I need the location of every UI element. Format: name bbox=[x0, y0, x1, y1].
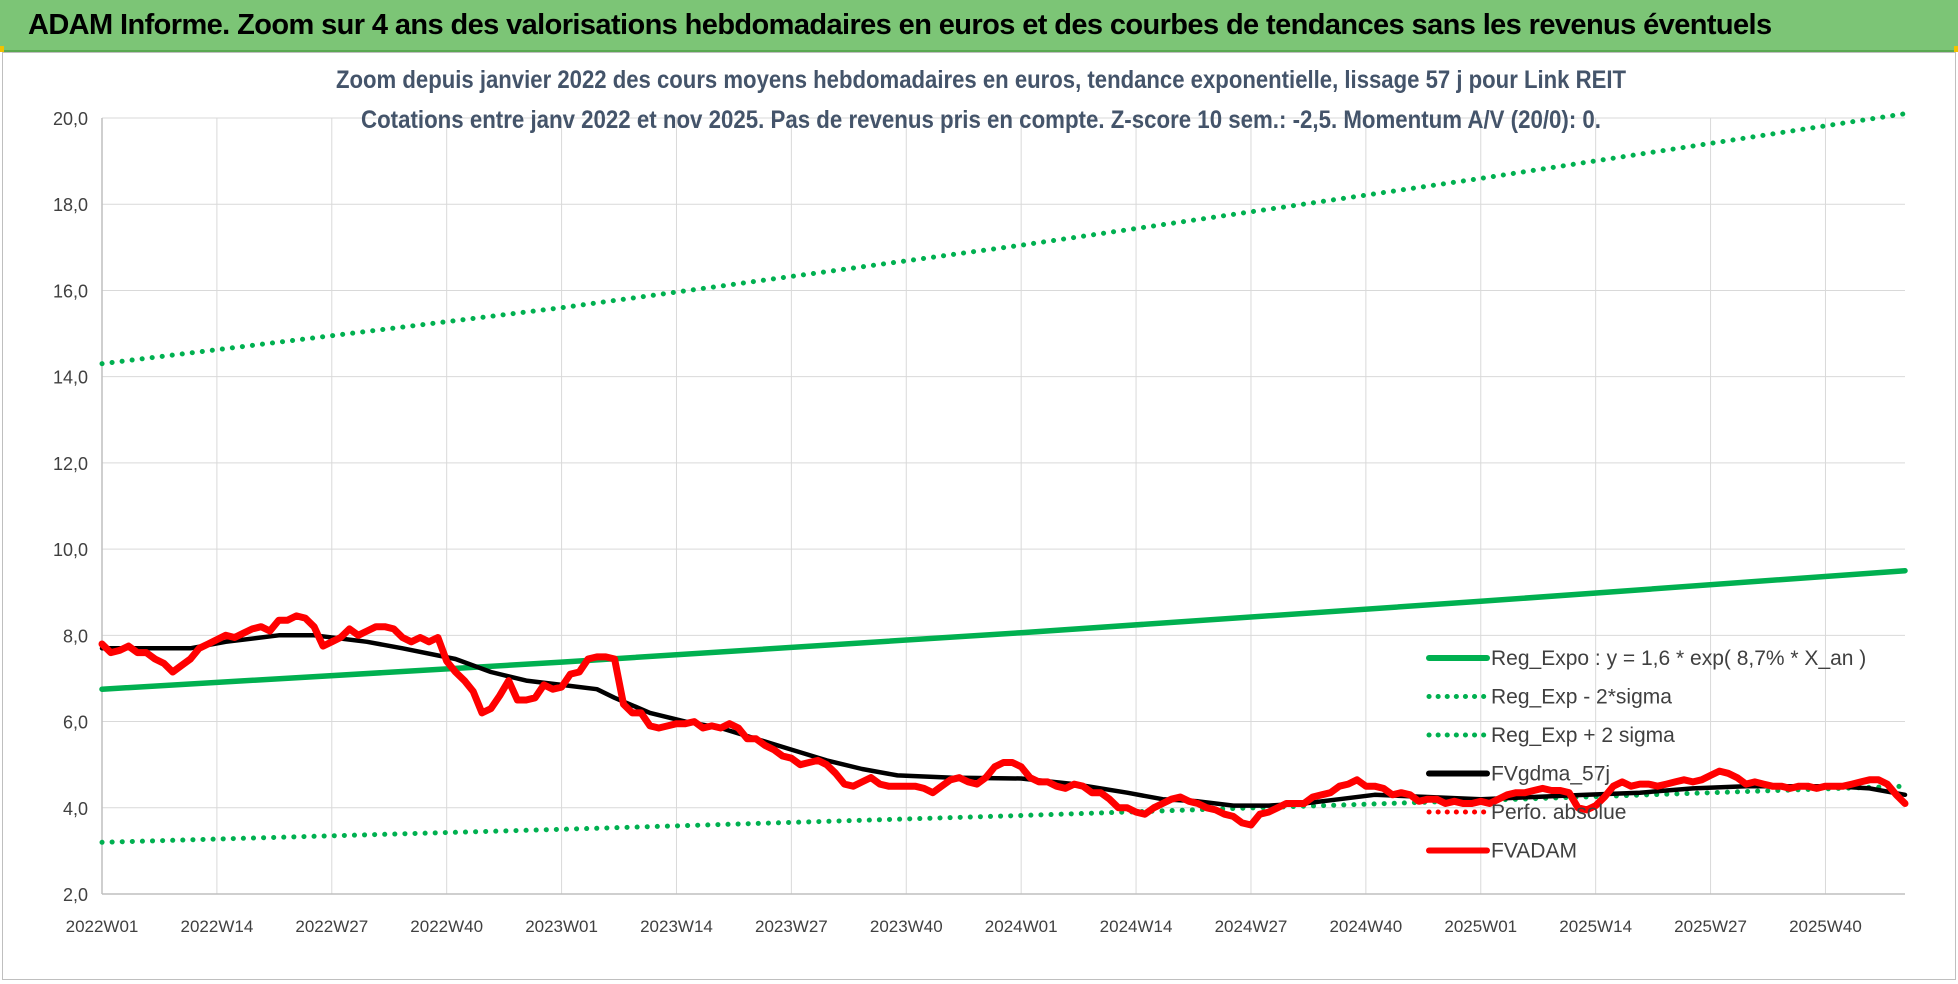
x-tick-label: 2023W27 bbox=[755, 917, 828, 936]
y-tick-label: 18,0 bbox=[53, 195, 88, 215]
x-tick-label: 2023W14 bbox=[640, 917, 713, 936]
x-tick-label: 2025W27 bbox=[1674, 917, 1747, 936]
legend-label: FVgdma_57j bbox=[1491, 763, 1610, 786]
x-tick-label: 2022W40 bbox=[410, 917, 483, 936]
x-tick-label: 2025W40 bbox=[1789, 917, 1862, 936]
y-tick-label: 10,0 bbox=[53, 540, 88, 560]
report-banner: ADAM Informe. Zoom sur 4 ans des valoris… bbox=[0, 0, 1958, 52]
grid-lines bbox=[101, 117, 1905, 895]
y-tick-label: 14,0 bbox=[53, 368, 88, 388]
x-tick-label: 2022W14 bbox=[181, 917, 254, 936]
y-tick-label: 20,0 bbox=[53, 109, 88, 129]
y-tick-label: 2,0 bbox=[63, 885, 88, 905]
x-tick-label: 2023W01 bbox=[525, 917, 598, 936]
x-tick-label: 2024W40 bbox=[1329, 917, 1402, 936]
data-series bbox=[98, 111, 1909, 845]
x-tick-label: 2022W27 bbox=[295, 917, 368, 936]
legend-label: Perfo. absolue bbox=[1491, 801, 1626, 824]
x-tick-label: 2025W01 bbox=[1444, 917, 1517, 936]
y-tick-label: 12,0 bbox=[53, 454, 88, 474]
legend-label: Reg_Exp + 2 sigma bbox=[1491, 724, 1675, 747]
y-tick-label: 16,0 bbox=[53, 281, 88, 301]
legend-label: Reg_Exp - 2*sigma bbox=[1491, 686, 1672, 709]
x-tick-label: 2025W14 bbox=[1559, 917, 1632, 936]
y-tick-label: 6,0 bbox=[63, 713, 88, 733]
chart-title: Zoom depuis janvier 2022 des cours moyen… bbox=[336, 66, 1626, 94]
chart-subtitle: Cotations entre janv 2022 et nov 2025. P… bbox=[361, 106, 1601, 134]
series-line-1 bbox=[99, 783, 1908, 845]
y-tick-label: 4,0 bbox=[63, 799, 88, 819]
report-title: ADAM Informe. Zoom sur 4 ans des valoris… bbox=[28, 8, 1772, 41]
x-tick-label: 2024W27 bbox=[1215, 917, 1288, 936]
valuation-chart: 2,0 4,0 6,0 8,0 10,0 12,0 14,0 16,0 18,0 20,0 2022… bbox=[53, 66, 1909, 936]
legend-label: Reg_Expo : y = 1,6 * exp( 8,7% * X_an ) bbox=[1491, 647, 1866, 670]
x-tick-label: 2022W01 bbox=[66, 917, 139, 936]
corner-mark-left bbox=[0, 46, 4, 52]
series-line-0 bbox=[99, 567, 1908, 692]
x-tick-label: 2023W40 bbox=[870, 917, 943, 936]
x-tick-label: 2024W14 bbox=[1100, 917, 1173, 936]
corner-mark-right bbox=[1954, 46, 1958, 52]
chart-legend: Reg_Expo : y = 1,6 * exp( 8,7% * X_an ) R… bbox=[1426, 647, 1866, 863]
legend-label: FVADAM bbox=[1491, 840, 1577, 863]
axis-labels: 2,0 4,0 6,0 8,0 10,0 12,0 14,0 16,0 18,0 20,0 2022… bbox=[53, 109, 1862, 936]
series-line-2 bbox=[99, 111, 1908, 367]
x-tick-label: 2024W01 bbox=[985, 917, 1058, 936]
chart-frame: 2,0 4,0 6,0 8,0 10,0 12,0 14,0 16,0 18,0 20,0 2022… bbox=[2, 52, 1956, 980]
series-line-5 bbox=[98, 612, 1909, 829]
y-tick-label: 8,0 bbox=[63, 626, 88, 646]
